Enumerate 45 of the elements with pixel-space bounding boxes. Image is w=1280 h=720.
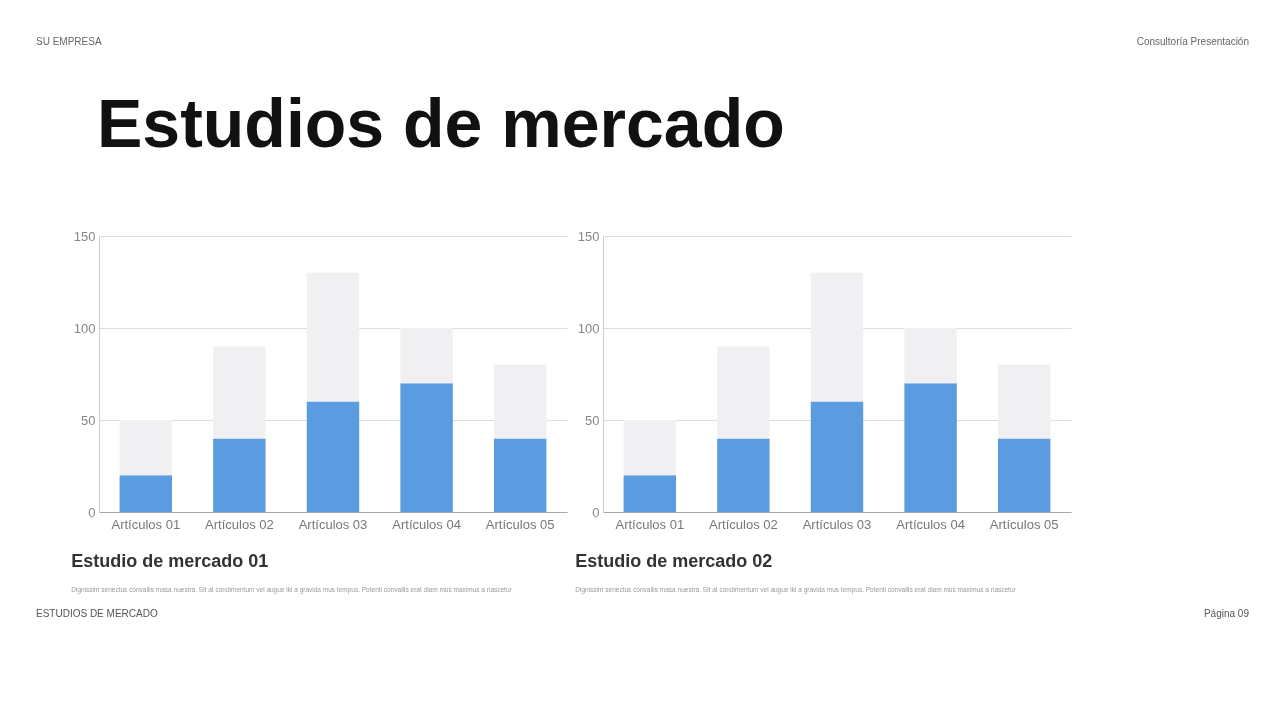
x-tick-label: Artículos 02	[709, 516, 778, 532]
bar	[997, 438, 1051, 512]
y-tick-label: 100	[73, 320, 96, 336]
y-tick-label: 50	[81, 412, 96, 428]
bar	[213, 438, 266, 512]
text: Estudio de mercado 02	[575, 551, 773, 571]
x-tick-label: Artículos 04	[392, 516, 461, 532]
y-tick-label: 100	[577, 320, 600, 336]
bar	[904, 328, 957, 384]
y-tick-label: 0	[592, 504, 600, 520]
bar	[119, 475, 173, 512]
bar	[493, 364, 547, 439]
text: Consultoría Presentación	[1136, 36, 1249, 47]
bar	[717, 346, 770, 439]
bar	[997, 364, 1051, 439]
bar	[400, 383, 453, 512]
bar	[306, 401, 360, 512]
text: Estudio de mercado 01	[71, 551, 269, 571]
x-tick-label: Artículos 01	[615, 516, 685, 532]
text: ESTUDIOS DE MERCADO	[36, 608, 158, 619]
y-tick-label: 0	[88, 504, 96, 520]
text: SU EMPRESA	[36, 36, 102, 47]
x-tick-label: Artículos 03	[802, 516, 872, 532]
y-tick-label: 150	[577, 228, 600, 244]
bar	[493, 438, 547, 512]
bar	[623, 420, 677, 476]
text: Estudios de mercado	[97, 85, 785, 161]
x-tick-label: Artículos 05	[485, 516, 555, 532]
bar	[717, 438, 770, 512]
bar	[810, 272, 864, 402]
x-tick-label: Artículos 04	[896, 516, 965, 532]
bar	[306, 272, 360, 402]
y-tick-label: 50	[585, 412, 600, 428]
bar	[810, 401, 864, 512]
x-tick-label: Artículos 05	[989, 516, 1059, 532]
bar	[904, 383, 957, 512]
bar	[623, 475, 677, 512]
y-tick-label: 150	[73, 228, 96, 244]
bar	[213, 346, 266, 439]
text: Página 09	[1203, 608, 1250, 619]
bar	[400, 328, 453, 384]
bar	[119, 420, 173, 476]
x-tick-label: Artículos 01	[111, 516, 181, 532]
x-tick-label: Artículos 02	[205, 516, 274, 532]
x-tick-label: Artículos 03	[298, 516, 368, 532]
